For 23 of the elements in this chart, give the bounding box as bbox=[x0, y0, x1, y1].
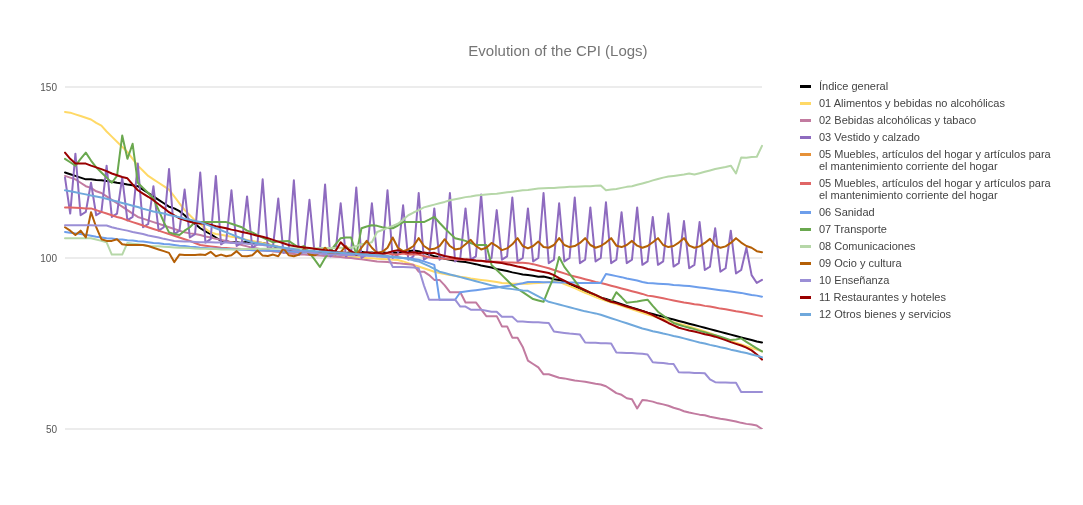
legend-label: 08 Comunicaciones bbox=[819, 240, 917, 252]
y-tick-label: 150 bbox=[40, 81, 58, 93]
legend-label: 06 Sanidad bbox=[819, 206, 876, 218]
legend-label: 07 Transporte bbox=[819, 223, 888, 235]
line-series bbox=[64, 189, 763, 359]
y-tick-label: 100 bbox=[40, 252, 58, 264]
legend-label: 05 Muebles, artículos del hogar y artículos para el mantenimiento corriente del hogar bbox=[819, 148, 1052, 172]
legend-label: 10 Enseñanza bbox=[819, 274, 891, 286]
line-series bbox=[64, 152, 763, 284]
legend-label: 02 Bebidas alcohólicas y tabaco bbox=[819, 114, 978, 126]
chart-title: Evolution of the CPI (Logs) bbox=[467, 42, 649, 59]
legend-label: 09 Ocio y cultura bbox=[819, 257, 903, 269]
legend-label: 11 Restaurantes y hoteles bbox=[819, 291, 947, 303]
legend-label: 12 Otros bienes y servicios bbox=[819, 308, 953, 320]
legend-label: 03 Vestido y calzado bbox=[819, 131, 921, 143]
legend-label: 05 Muebles, artículos del hogar y artículos para el mantenimiento corriente del hogar bbox=[819, 177, 1052, 201]
line-series bbox=[64, 211, 763, 264]
y-tick-label: 50 bbox=[45, 423, 58, 435]
line-series bbox=[64, 144, 763, 256]
line-series bbox=[64, 224, 763, 394]
line-series bbox=[64, 174, 763, 429]
legend-label: 01 Alimentos y bebidas no alcohólicas bbox=[819, 97, 1006, 109]
legend-label: Índice general bbox=[819, 80, 890, 92]
